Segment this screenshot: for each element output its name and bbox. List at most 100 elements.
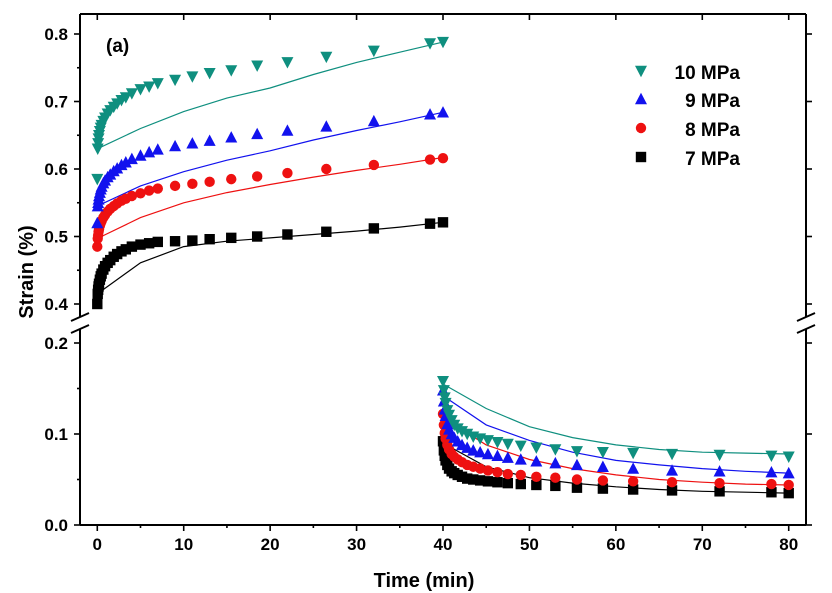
x-tick-label: 60 <box>606 535 625 554</box>
data-point-9-mpa <box>501 451 514 463</box>
data-point-8-mpa <box>169 180 181 192</box>
data-point-10-mpa <box>367 45 380 58</box>
data-point-9-mpa <box>281 124 294 136</box>
axis-break-gap <box>796 317 816 329</box>
data-point-10-mpa <box>151 78 164 90</box>
data-point-10-mpa <box>125 88 138 100</box>
data-point-9-mpa <box>134 149 147 161</box>
tick-labels: 0 10 20 30 40 50 60 70 80 0.0 0.1 0.2 0.4 0.5 0.6 0.7 0.… <box>44 25 798 554</box>
data-point-8-mpa <box>597 475 609 486</box>
data-point-10-mpa <box>203 67 216 80</box>
data-point-7-mpa <box>462 473 473 484</box>
axis-break-mark <box>796 324 816 334</box>
data-point-10-mpa <box>596 447 609 459</box>
legend-label: 10 MPa <box>675 63 741 84</box>
data-point-8-mpa <box>766 478 777 490</box>
data-point-8-mpa <box>92 241 103 252</box>
data-point-7-mpa <box>120 244 132 255</box>
x-tick-label: 10 <box>174 535 193 554</box>
fit-line-creep-8-mpa <box>97 156 444 240</box>
data-point-8-mpa <box>251 171 263 182</box>
data-point-9-mpa <box>367 114 380 127</box>
data-point-9-mpa <box>481 447 494 460</box>
data-point-7-mpa <box>515 478 526 490</box>
data-point-10-mpa <box>437 385 450 397</box>
data-point-7-mpa <box>502 477 514 489</box>
data-point-7-mpa <box>550 480 561 492</box>
data-point-10-mpa <box>251 60 264 72</box>
data-point-9-mpa <box>666 464 679 476</box>
data-point-9-mpa <box>549 456 562 469</box>
axis-break-mark <box>70 324 90 334</box>
data-point-8-mpa <box>437 153 449 164</box>
fit-line-recovery-8-mpa <box>442 417 789 486</box>
data-point-7-mpa <box>251 231 263 242</box>
data-point-7-mpa <box>92 298 103 310</box>
data-point-10-mpa <box>713 449 726 462</box>
y-axis-title: Strain (%) <box>16 225 38 318</box>
data-point-9-mpa <box>151 143 164 155</box>
data-point-7-mpa <box>597 483 609 494</box>
data-point-8-mpa <box>783 479 794 491</box>
legend-label: 7 MPa <box>685 149 740 170</box>
data-point-10-mpa <box>143 81 156 93</box>
data-point-10-mpa <box>530 442 543 454</box>
data-point-9-mpa <box>251 127 264 140</box>
axis-break-gap <box>70 317 90 329</box>
data-point-7-mpa <box>492 477 503 488</box>
data-point-8-mpa <box>714 477 725 489</box>
data-point-8-mpa <box>550 472 561 483</box>
data-point-7-mpa <box>204 234 215 245</box>
data-point-8-mpa <box>424 154 436 165</box>
data-point-10-mpa <box>186 71 199 83</box>
x-tick-label: 0 <box>93 535 102 554</box>
data-point-7-mpa <box>126 241 138 252</box>
panel-label: (a) <box>106 36 129 57</box>
data-point-7-mpa <box>226 232 237 244</box>
fit-line-creep-9-mpa <box>97 111 444 207</box>
axes <box>70 13 816 531</box>
data-point-9-mpa <box>713 465 726 477</box>
x-tick-label: 80 <box>779 535 798 554</box>
data-point-8-mpa <box>474 463 486 474</box>
data-point-8-mpa <box>187 178 198 190</box>
data-point-7-mpa <box>321 226 332 237</box>
fit-line-creep-7-mpa <box>96 221 444 295</box>
y-tick-label: 0.2 <box>44 334 68 353</box>
data-point-7-mpa <box>135 239 146 250</box>
data-point-8-mpa <box>152 183 163 194</box>
data-point-10-mpa <box>119 92 132 104</box>
data-point-9-mpa <box>119 156 132 168</box>
data-point-9-mpa <box>203 134 216 146</box>
data-point-7-mpa <box>766 487 777 498</box>
axis-break-mark <box>70 312 90 322</box>
y-tick-label: 0.5 <box>44 228 68 247</box>
legend-marker-9-mpa <box>635 92 647 105</box>
legend-label: 9 MPa <box>685 91 740 112</box>
data-point-10-mpa <box>437 36 449 49</box>
data-point-9-mpa <box>627 462 640 474</box>
data-point-7-mpa <box>368 223 380 234</box>
data-point-9-mpa <box>765 466 778 478</box>
data-point-7-mpa <box>282 229 293 240</box>
data-point-10-mpa <box>782 451 795 463</box>
data-point-8-mpa <box>571 474 583 485</box>
data-point-10-mpa <box>91 143 104 155</box>
data-point-7-mpa <box>474 475 486 486</box>
data-point-10-mpa <box>134 84 147 96</box>
data-point-9-mpa <box>424 108 437 120</box>
data-point-9-mpa <box>596 460 609 472</box>
data-point-9-mpa <box>186 137 199 149</box>
data-point-7-mpa <box>571 482 583 493</box>
data-point-8-mpa <box>502 468 514 480</box>
data-point-10-mpa <box>320 51 333 64</box>
data-point-7-mpa <box>424 218 436 229</box>
data-point-9-mpa <box>91 216 104 229</box>
data-point-9-mpa <box>570 458 583 471</box>
data-point-7-mpa <box>187 235 198 246</box>
x-tick-label: 50 <box>520 535 539 554</box>
legend-marker-7-mpa <box>635 151 647 163</box>
data-point-7-mpa <box>482 476 494 487</box>
data-point-9-mpa <box>782 466 795 479</box>
